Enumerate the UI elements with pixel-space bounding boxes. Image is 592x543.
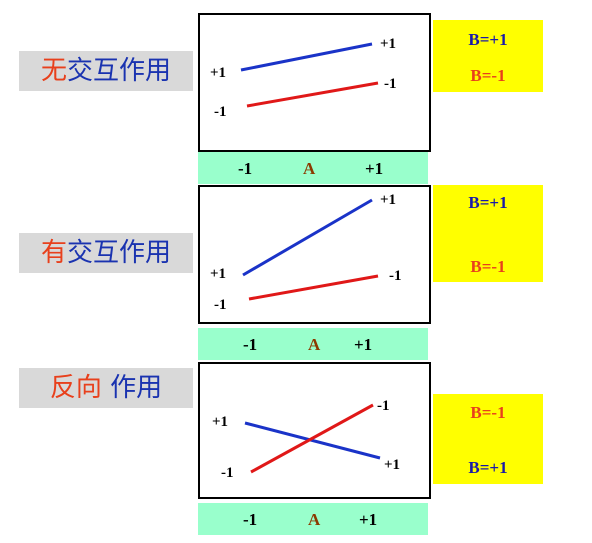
section-3-plot: +1 +1 -1 -1 (198, 362, 431, 499)
section-2-red-left-label: -1 (214, 297, 227, 313)
section-2-plot: +1 +1 -1 -1 (198, 185, 431, 324)
section-3-blue-left-label: +1 (212, 414, 228, 430)
section-3-axis: -1 A +1 (198, 503, 428, 535)
section-3-legend: B=-1 B=+1 (433, 394, 543, 484)
section-1-axis: -1 A +1 (198, 152, 428, 184)
section-2-axis-right: +1 (354, 335, 373, 354)
section-2-axis-name: A (308, 335, 321, 354)
section-2-axis: -1 A +1 (198, 328, 428, 360)
section-1-plot: +1 +1 -1 -1 (198, 13, 431, 152)
section-3-axis-left: -1 (243, 510, 258, 529)
section-2-plot-svg: +1 +1 -1 -1 (210, 192, 402, 313)
section-3-blue-right-label: +1 (384, 457, 400, 473)
section-2-blue-line (242, 198, 373, 277)
section-1-label-prefix: 无 (40, 56, 67, 86)
section-1-blue-line (240, 42, 373, 72)
section-3-axis-name: A (308, 510, 321, 529)
section-2-label: 有交互作用 (19, 233, 193, 273)
section-3-legend-b-minus: B=-1 (470, 403, 506, 422)
section-2-label-text: 交互作用 (67, 238, 172, 268)
section-3-blue-line (244, 421, 381, 460)
section-2-label-prefix: 有 (40, 238, 67, 268)
section-1-legend: B=+1 B=-1 (433, 20, 543, 92)
section-1-axis-name: A (303, 159, 316, 178)
section-3-label-prefix: 反向 (49, 373, 102, 403)
section-1-axis-right: +1 (365, 159, 384, 178)
section-2-legend-b-plus: B=+1 (468, 193, 508, 212)
section-1-red-left-label: -1 (214, 104, 227, 120)
section-2-legend: B=+1 B=-1 (433, 185, 543, 282)
section-1-legend-b-plus: B=+1 (468, 30, 508, 49)
section-2-blue-right-label: +1 (380, 192, 396, 208)
section-3-red-left-label: -1 (221, 465, 234, 481)
section-3-axis-right: +1 (359, 510, 378, 529)
section-2-red-line (248, 274, 379, 301)
section-3-plot-svg: +1 +1 -1 -1 (212, 398, 400, 481)
section-1-red-line (246, 81, 379, 108)
section-3-label-text: 作用 (101, 373, 163, 403)
section-3-red-line (250, 403, 374, 474)
section-1-plot-svg: +1 +1 -1 -1 (210, 36, 397, 120)
section-3-legend-b-plus: B=+1 (468, 458, 508, 477)
section-1-label: 无交互作用 (19, 51, 193, 91)
section-3-label: 反向 作用 (19, 368, 193, 408)
section-1-legend-b-minus: B=-1 (470, 66, 506, 85)
section-1-axis-left: -1 (238, 159, 253, 178)
section-2-legend-b-minus: B=-1 (470, 257, 506, 276)
section-2-blue-left-label: +1 (210, 266, 226, 282)
section-3-red-right-label: -1 (377, 398, 390, 414)
section-1-blue-right-label: +1 (380, 36, 396, 52)
section-2-red-right-label: -1 (389, 268, 402, 284)
section-1-label-text: 交互作用 (67, 56, 172, 86)
section-1-blue-left-label: +1 (210, 65, 226, 81)
section-2-axis-left: -1 (243, 335, 258, 354)
section-1-red-right-label: -1 (384, 76, 397, 92)
